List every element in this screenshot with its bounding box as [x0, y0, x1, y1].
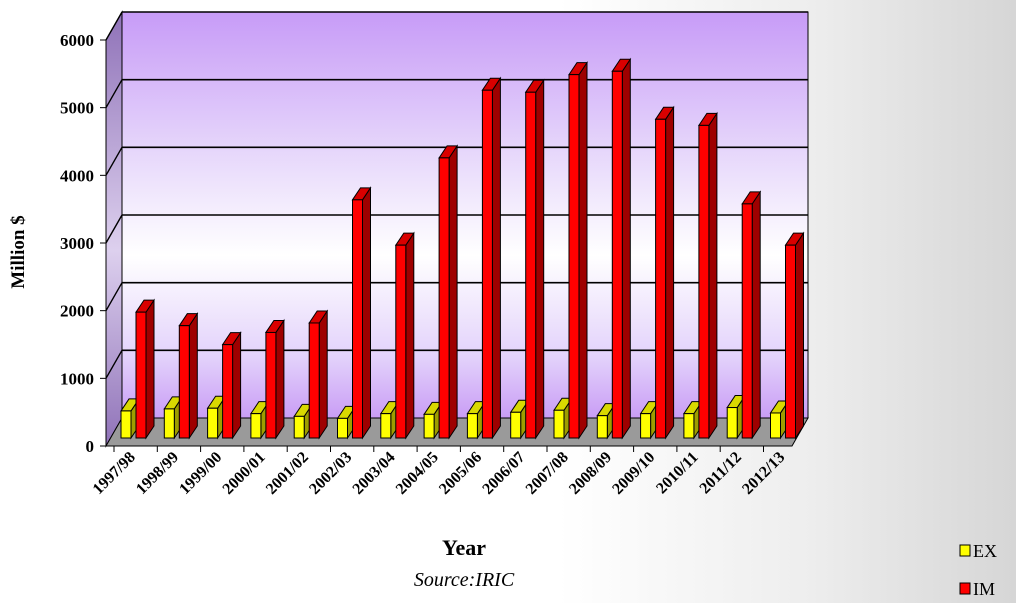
y-tick-label-0: 0 [86, 437, 95, 456]
y-axis-title: Million $ [8, 215, 29, 288]
legend-swatch-ex [959, 544, 971, 557]
x-tick-label-14: 2011/12 [697, 449, 745, 497]
bar-im-2001/02 [308, 309, 329, 440]
source-label: Source:IRIC [414, 569, 515, 591]
x-tick-label-10: 2007/08 [523, 449, 572, 498]
gridline-side-5 [105, 79, 123, 109]
legend: EX IM [959, 541, 997, 599]
bar-im-2009/10 [654, 105, 675, 440]
bar-im-2002/03 [351, 186, 372, 440]
y-axis-ticks: 0 1000 2000 3000 4000 5000 6000 [60, 31, 106, 456]
x-tick-label-0: 1997/98 [90, 449, 139, 498]
bar-im-2011/12 [741, 190, 762, 440]
y-tick-label-5: 5000 [60, 99, 94, 118]
x-tick-label-1: 1998/99 [133, 449, 182, 498]
x-tick-label-7: 2004/05 [393, 449, 442, 498]
bar-im-2004/05 [438, 144, 459, 440]
bar-im-1997/98 [135, 298, 155, 440]
x-tick-label-15: 2012/13 [739, 449, 788, 498]
x-tick-label-8: 2005/06 [436, 449, 485, 498]
x-tick-label-3: 2000/01 [220, 449, 269, 498]
gridlines [105, 11, 808, 379]
bar-im-2010/11 [697, 111, 718, 440]
x-tick-label-2: 1999/00 [176, 449, 225, 498]
x-tick-label-9: 2006/07 [479, 449, 528, 498]
x-tick-label-11: 2008/09 [566, 449, 615, 498]
bar-im-2005/06 [481, 76, 502, 440]
gridline-side-1 [105, 349, 123, 379]
gridline-side-6 [105, 11, 123, 41]
gridline-side-4 [105, 146, 123, 176]
gridline-side-2 [105, 282, 123, 312]
y-tick-label-1: 1000 [60, 369, 94, 388]
bar-im-2008/09 [611, 57, 632, 440]
x-tick-label-5: 2002/03 [306, 449, 355, 498]
bar-im-2003/04 [394, 231, 415, 440]
bars [120, 57, 805, 440]
legend-swatch-im [959, 582, 971, 595]
bar-im-1998/99 [178, 312, 199, 440]
x-tick-label-4: 2001/02 [263, 449, 312, 498]
x-axis-title: Year [442, 535, 486, 560]
legend-label-ex: EX [973, 541, 997, 561]
y-tick-label-6: 6000 [60, 31, 94, 50]
bar-im-2012/13 [784, 231, 805, 440]
gridline-side-3 [105, 214, 123, 244]
x-tick-label-13: 2010/11 [653, 449, 701, 497]
legend-label-im: IM [973, 579, 995, 599]
x-axis-ticks: 1997/981998/991999/002000/012001/022002/… [90, 446, 788, 498]
y-tick-label-2: 2000 [60, 302, 94, 321]
bar-im-2000/01 [264, 318, 285, 440]
y-tick-label-3: 3000 [60, 234, 94, 253]
x-tick-label-6: 2003/04 [350, 449, 399, 498]
bar-im-2006/07 [524, 78, 545, 440]
bar-im-1999/00 [221, 330, 242, 440]
bar-im-2007/08 [568, 60, 588, 440]
x-tick-label-12: 2009/10 [609, 449, 658, 498]
y-tick-label-4: 4000 [60, 166, 94, 185]
